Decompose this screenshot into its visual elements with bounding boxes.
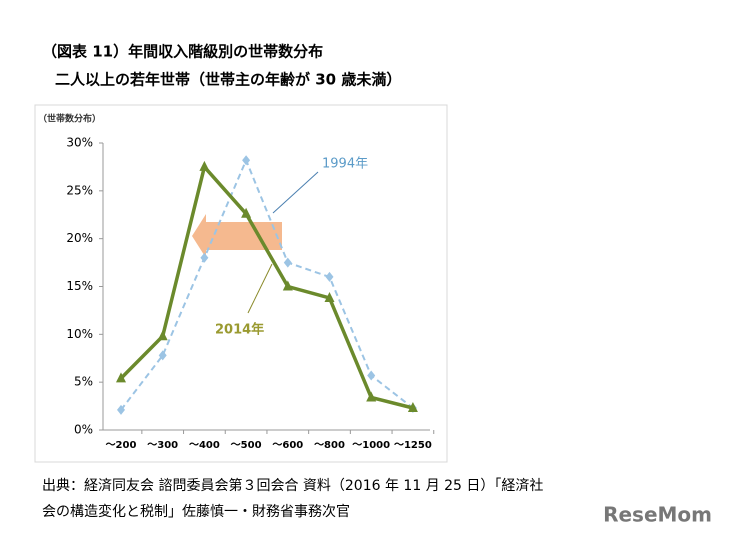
shift-arrow <box>192 214 282 258</box>
pointer-2014 <box>247 263 273 314</box>
watermark: ReseMom <box>603 503 712 527</box>
series-label: 2014年 <box>215 322 264 338</box>
y-tick-label: 15% <box>66 279 93 293</box>
point-marker <box>407 401 418 412</box>
x-tick-label: ～800 <box>314 440 345 451</box>
x-tick-label: ～400 <box>189 440 220 451</box>
pointer-1994 <box>272 171 319 214</box>
point-marker <box>367 370 376 381</box>
chart-frame <box>34 104 448 463</box>
chart-title: （図表 11）年間収入階級別の世帯数分布 <box>42 43 323 61</box>
source-line: 会の構造変化と税制」佐藤慎一・財務省事務次官 <box>42 503 350 520</box>
x-tick-label: ～200 <box>106 440 137 451</box>
chart-subtitle: 二人以上の若年世帯（世帯主の年齢が 30 歳未満） <box>55 71 401 89</box>
y-tick-label: 20% <box>66 231 93 245</box>
point-marker <box>241 207 252 218</box>
point-marker <box>116 372 126 383</box>
source-line: 出典：経済同友会 諮問委員会第３回会合 資料（2016 年 11 月 25 日）… <box>42 477 543 494</box>
point-marker <box>282 280 293 291</box>
y-tick-label: 5% <box>74 375 93 389</box>
y-tick-label: 10% <box>66 327 93 341</box>
point-marker <box>242 155 251 166</box>
y-tick-label: 30% <box>66 136 93 150</box>
series-label: 1994年 <box>322 157 368 172</box>
x-tick-label: ～1000 <box>352 440 390 451</box>
x-tick-label: ～600 <box>272 440 303 451</box>
point-marker <box>199 160 210 171</box>
y-axis-title: （世帯数分布） <box>38 113 101 125</box>
y-tick-label: 0% <box>74 423 93 437</box>
point-marker <box>283 257 292 268</box>
x-tick-label: ～300 <box>147 440 178 451</box>
point-marker <box>324 291 335 302</box>
point-marker <box>366 391 377 402</box>
series-line <box>120 157 414 411</box>
point-marker <box>157 330 168 341</box>
point-marker <box>325 271 334 282</box>
x-tick-label: ～500 <box>231 440 262 451</box>
point-marker <box>200 252 209 263</box>
point-marker <box>158 350 167 361</box>
y-tick-label: 25% <box>66 183 93 197</box>
point-marker <box>117 404 125 415</box>
x-tick-label: ～1250 <box>394 440 432 451</box>
series-line <box>119 163 414 410</box>
